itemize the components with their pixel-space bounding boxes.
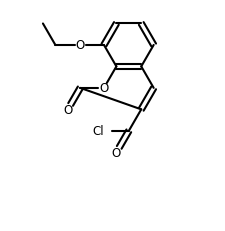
Text: O: O: [75, 39, 84, 52]
Text: O: O: [111, 146, 120, 159]
Text: Cl: Cl: [92, 125, 104, 138]
Text: O: O: [63, 103, 72, 116]
Text: O: O: [99, 82, 108, 95]
